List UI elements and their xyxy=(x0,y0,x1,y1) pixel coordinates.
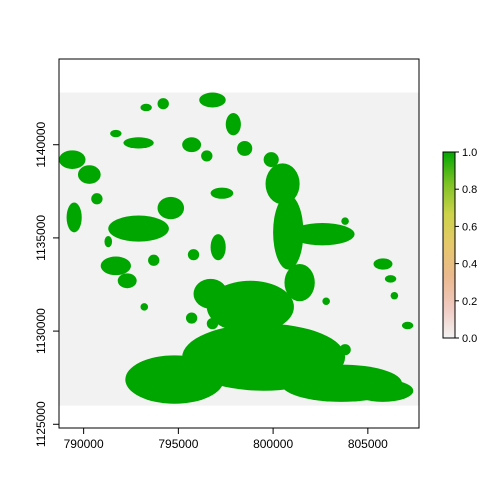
forest-patch xyxy=(199,92,226,108)
legend-axis: 0.0 0.2 0.4 0.6 0.8 1.0 xyxy=(455,147,477,345)
forest-patch xyxy=(237,141,253,156)
y-axis: 1125000 1130000 1135000 1140000 xyxy=(34,121,59,447)
forest-patch xyxy=(339,344,351,356)
legend-tick-label: 0.6 xyxy=(462,221,477,233)
forest-patch xyxy=(185,312,198,324)
forest-patch xyxy=(210,234,226,261)
forest-patch xyxy=(182,137,202,153)
forest-patch xyxy=(148,254,160,266)
legend-tick-label: 1.0 xyxy=(462,147,477,159)
forest-patch xyxy=(341,217,349,225)
forest-patch xyxy=(401,321,414,330)
forest-patch xyxy=(290,223,355,246)
forest-patch xyxy=(206,280,294,333)
forest-patch xyxy=(110,129,122,138)
y-tick-label: 1125000 xyxy=(34,401,48,447)
forest-patch xyxy=(193,278,228,309)
y-tick-label: 1135000 xyxy=(34,215,48,261)
forest-patch xyxy=(390,291,399,300)
forest-patch xyxy=(157,98,169,110)
plot-frame xyxy=(58,58,420,429)
forest-patch xyxy=(373,258,393,270)
legend-tick-label: 0.8 xyxy=(462,184,477,196)
forest-patch xyxy=(140,303,149,311)
forest-patch xyxy=(187,249,200,261)
legend-tick-label: 0.0 xyxy=(462,333,477,345)
legend-tick-label: 0.4 xyxy=(462,259,477,271)
forest-patch xyxy=(123,137,154,149)
x-axis: 790000 795000 800000 805000 xyxy=(64,428,388,451)
forest-patch xyxy=(157,196,185,220)
forest-patch xyxy=(263,152,279,168)
forest-patch xyxy=(100,256,131,276)
forest-patch xyxy=(125,355,224,404)
forest-patch xyxy=(117,273,137,289)
x-tick-label: 790000 xyxy=(64,437,104,451)
forest-patch xyxy=(384,275,397,283)
forest-patch xyxy=(206,318,219,330)
forest-patch xyxy=(273,195,304,270)
forest-patch xyxy=(265,163,300,205)
y-tick-label: 1140000 xyxy=(34,121,48,167)
forest-patch xyxy=(210,187,234,199)
forest-patch xyxy=(91,193,103,205)
forest-patch xyxy=(284,264,315,302)
forest-patch xyxy=(322,297,330,306)
legend-colorbar xyxy=(442,151,456,339)
forest-patch xyxy=(352,379,414,402)
forest-patch xyxy=(77,165,101,184)
forest-patch xyxy=(201,150,213,162)
forest-patch xyxy=(108,215,169,242)
forest-patch xyxy=(140,103,152,112)
patch-layer xyxy=(59,92,414,404)
legend-tick-label: 0.2 xyxy=(462,296,477,308)
x-tick-label: 800000 xyxy=(253,437,293,451)
forest-patch xyxy=(104,236,113,248)
x-tick-label: 805000 xyxy=(348,437,388,451)
forest-patch xyxy=(59,150,86,169)
forest-patch xyxy=(66,202,82,233)
x-tick-label: 795000 xyxy=(158,437,198,451)
forest-patch xyxy=(225,113,241,136)
y-tick-label: 1130000 xyxy=(34,308,48,354)
